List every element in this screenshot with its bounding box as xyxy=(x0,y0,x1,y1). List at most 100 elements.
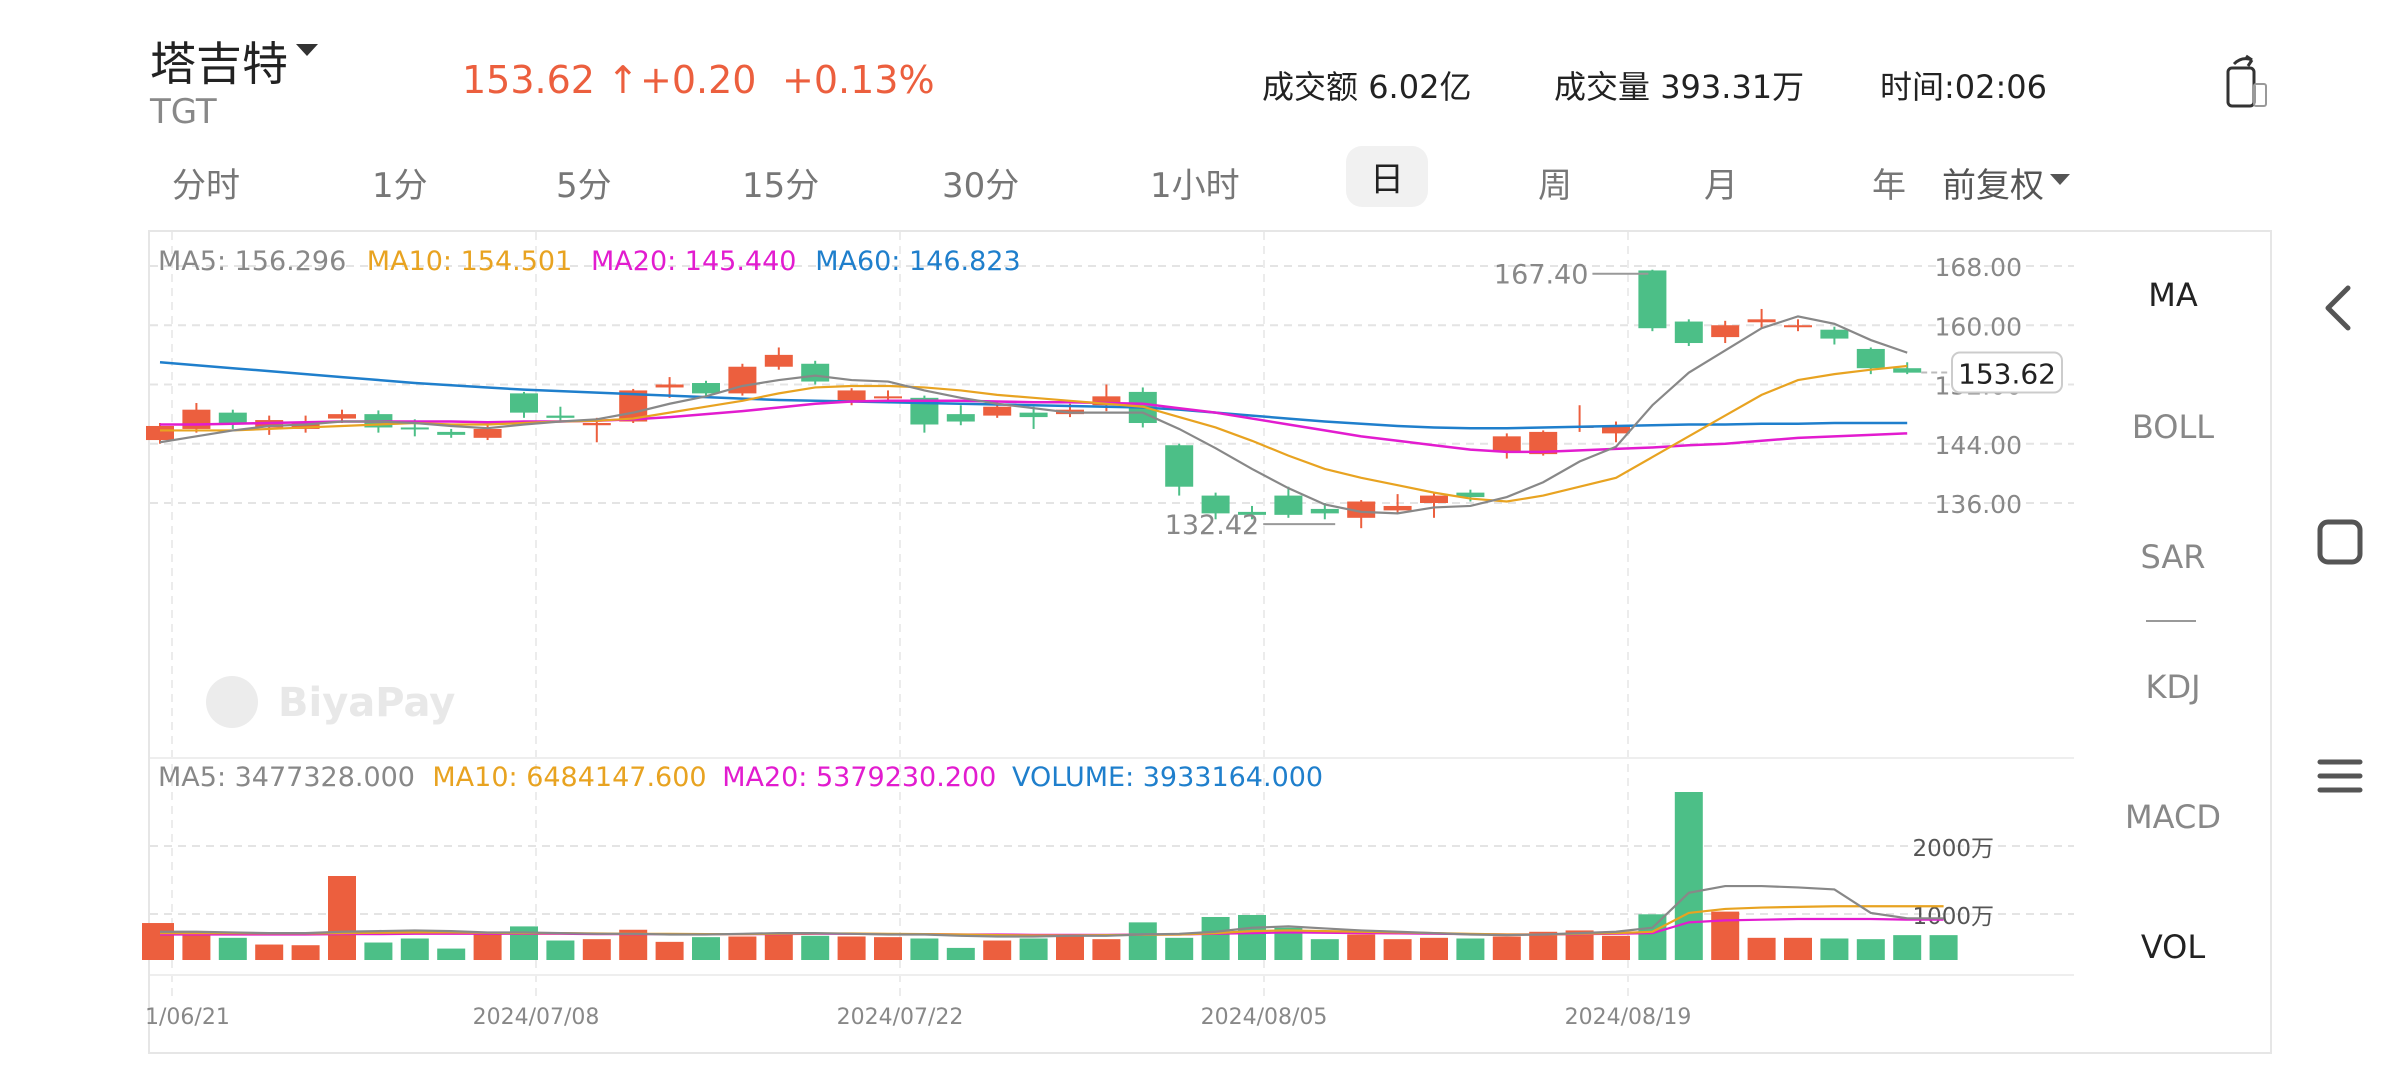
volume-bar xyxy=(142,923,174,960)
price-tick-label: 144.00 xyxy=(1935,431,2022,460)
indicator-vol[interactable]: VOL xyxy=(2140,928,2206,966)
volume-bar xyxy=(728,936,757,960)
rotate-screen-icon[interactable] xyxy=(2220,54,2270,110)
candle-body xyxy=(1383,505,1412,511)
indicator-ma[interactable]: MA xyxy=(2148,276,2198,314)
volume-bar xyxy=(582,939,611,960)
candle-body xyxy=(1893,368,1922,373)
turnover-value: 6.02亿 xyxy=(1368,68,1472,106)
home-icon[interactable] xyxy=(2310,512,2370,572)
candle-body xyxy=(1602,425,1630,434)
volume-bar xyxy=(1238,914,1266,960)
indicator-boll[interactable]: BOLL xyxy=(2131,408,2215,446)
volume-bar xyxy=(1019,938,1048,960)
candle-body xyxy=(1201,495,1230,514)
candle-body xyxy=(1747,319,1776,323)
tab-1min[interactable]: 1分 xyxy=(372,166,428,206)
volume-bar xyxy=(1128,922,1157,960)
tab-5min[interactable]: 5分 xyxy=(556,166,612,206)
candle-body xyxy=(655,384,684,388)
tab-1hour[interactable]: 1小时 xyxy=(1150,166,1240,206)
candle-body xyxy=(218,412,247,424)
candle-body xyxy=(437,431,466,435)
x-axis-label: 2024/07/08 xyxy=(473,1005,600,1030)
adjust-dropdown-icon[interactable] xyxy=(2050,174,2070,185)
candle-body xyxy=(1347,501,1376,518)
volume-bar xyxy=(1310,939,1339,960)
x-axis-label: 2024/08/05 xyxy=(1201,1005,1328,1030)
candle-body xyxy=(1529,431,1558,455)
volume-bar xyxy=(1565,930,1594,960)
volume-bar xyxy=(400,938,429,960)
volume-bar xyxy=(1711,911,1740,960)
volume-bar xyxy=(1492,936,1521,960)
candle-body xyxy=(1019,412,1048,418)
volume-bar xyxy=(1856,939,1885,960)
candle-body xyxy=(946,414,975,422)
tab-30min[interactable]: 30分 xyxy=(942,166,1020,206)
stock-dropdown-icon[interactable] xyxy=(296,44,318,56)
stock-ticker: TGT xyxy=(150,92,217,132)
volume-bar xyxy=(364,942,393,960)
candle-body xyxy=(582,423,611,426)
recents-icon[interactable] xyxy=(2310,746,2370,806)
volume-bar xyxy=(291,945,320,960)
price-tick-label: 168.00 xyxy=(1935,253,2022,282)
volume-bar xyxy=(946,947,975,960)
candle-body xyxy=(1165,445,1194,487)
stock-name[interactable]: 塔吉特 xyxy=(150,37,288,91)
volume-tick-label: 2000万 xyxy=(1912,836,1994,862)
volume-legend-item: MA20: 5379230.200 xyxy=(722,762,996,793)
volume-bar xyxy=(182,934,211,960)
adjust-selector[interactable]: 前复权 xyxy=(1942,166,2044,206)
volume-stat: 成交量 393.31万 xyxy=(1554,62,1804,108)
tab-timeshare[interactable]: 分时 xyxy=(172,166,240,206)
x-axis-label: 1/06/21 xyxy=(145,1005,230,1030)
watermark-text: BiyaPay xyxy=(278,680,455,726)
candle-body xyxy=(1456,492,1485,498)
volume-bar xyxy=(328,876,356,960)
candle-body xyxy=(400,427,429,430)
volume-bar xyxy=(1347,934,1376,960)
volume-value: 393.31万 xyxy=(1660,68,1805,106)
x-axis-label: 2024/08/19 xyxy=(1565,1005,1692,1030)
candle-body xyxy=(1492,436,1521,452)
price-change-pct: +0.13% xyxy=(782,58,935,102)
high-label: 167.40 xyxy=(1494,260,1588,291)
candle-body xyxy=(1638,270,1667,329)
candle-body xyxy=(546,415,575,418)
indicator-sar[interactable]: SAR xyxy=(2140,538,2206,576)
indicator-macd[interactable]: MACD xyxy=(2125,798,2221,836)
tab-year[interactable]: 年 xyxy=(1872,166,1906,206)
time-value: 02:06 xyxy=(1954,68,2048,106)
volume-bar xyxy=(910,938,939,960)
tab-month[interactable]: 月 xyxy=(1704,166,1738,206)
ma10-line xyxy=(160,364,1908,503)
volume-bar xyxy=(1056,935,1084,960)
volume-bar xyxy=(1638,914,1667,960)
price-tick-label: 136.00 xyxy=(1935,490,2022,519)
back-icon[interactable] xyxy=(2310,278,2370,338)
tab-day[interactable]: 日 xyxy=(1346,146,1428,207)
volume-bar xyxy=(1602,935,1630,960)
indicator-kdj[interactable]: KDJ xyxy=(2145,668,2201,706)
volume-tick-label: 1000万 xyxy=(1912,904,1994,930)
volume-bar xyxy=(1674,792,1703,960)
candle-body xyxy=(1820,329,1849,339)
candle-body xyxy=(182,409,211,429)
candle-body xyxy=(146,425,174,441)
candle-body xyxy=(510,393,538,413)
candle-body xyxy=(874,396,902,399)
volume-bar xyxy=(1747,937,1776,960)
candle-body xyxy=(1092,396,1121,406)
indicator-divider xyxy=(2146,620,2196,622)
tab-week[interactable]: 周 xyxy=(1538,166,1572,206)
last-price: 153.62 ↑ xyxy=(462,58,639,102)
candle-body xyxy=(1310,508,1339,514)
low-label: 132.42 xyxy=(1165,510,1259,541)
tab-15min[interactable]: 15分 xyxy=(742,166,820,206)
volume-legend-item: MA10: 6484147.600 xyxy=(432,762,706,793)
ma5-line xyxy=(159,315,1908,515)
price-change: +0.20 xyxy=(640,58,757,102)
